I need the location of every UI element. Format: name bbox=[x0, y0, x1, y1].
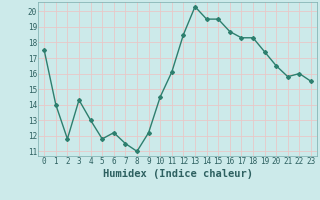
X-axis label: Humidex (Indice chaleur): Humidex (Indice chaleur) bbox=[103, 169, 252, 179]
